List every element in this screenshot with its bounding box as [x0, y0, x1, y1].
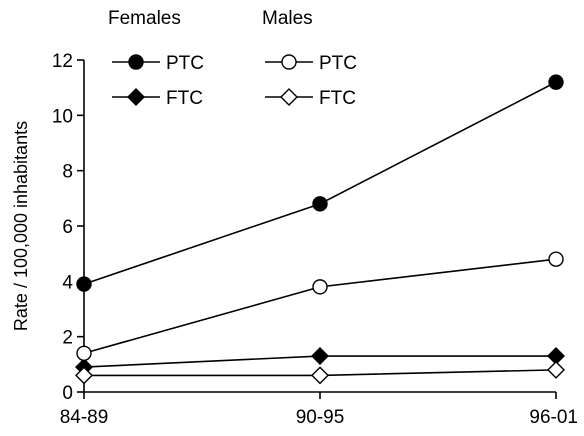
series-layer [75, 74, 565, 385]
point-females-ptc-90-95 [312, 196, 328, 212]
legend-marker-males-ptc [281, 54, 297, 70]
legend-marker-females-ptc [128, 54, 144, 70]
point-males-ftc-84-89 [75, 366, 93, 385]
point-males-ptc-96-01 [548, 251, 564, 267]
legend-item-males-ptc: PTC [265, 53, 357, 74]
legend-label-females-ftc: FTC [166, 88, 203, 109]
x-tick-label: 96-01 [529, 407, 578, 428]
legend-label-females-ptc: PTC [166, 53, 204, 74]
y-tick-label: 10 [52, 106, 73, 127]
legend-label-males-ftc: FTC [319, 88, 356, 109]
x-tick-label: 90-95 [296, 407, 345, 428]
legend-group-males: Males [262, 8, 313, 29]
legend-label-males-ptc: PTC [319, 53, 357, 74]
legend-item-males-ftc: FTC [265, 88, 356, 109]
point-females-ptc-84-89 [76, 276, 92, 292]
legend-item-females-ptc: PTC [112, 53, 204, 74]
legend-item-females-ftc: FTC [112, 88, 203, 109]
point-males-ftc-96-01 [547, 360, 565, 379]
axes: 0 2 4 6 8 10 12 84-89 90-95 96-01 [52, 51, 578, 428]
legend: Females Males PTC FTC PTC FTC [108, 8, 357, 109]
x-tick-label: 84-89 [60, 407, 109, 428]
y-tick-label: 4 [62, 272, 73, 293]
legend-marker-males-ftc [280, 88, 298, 106]
y-tick-label: 8 [62, 162, 73, 183]
legend-group-females: Females [108, 8, 181, 29]
point-females-ptc-96-01 [548, 74, 564, 90]
y-tick-label: 12 [52, 51, 73, 72]
point-males-ptc-90-95 [312, 279, 328, 295]
y-tick-label: 6 [62, 217, 73, 238]
y-tick-label: 2 [62, 328, 73, 349]
series-line-females-ptc [83, 81, 557, 285]
y-axis-title: Rate / 100,000 inhabitants [11, 121, 31, 331]
point-males-ftc-90-95 [311, 366, 329, 385]
legend-marker-females-ftc [127, 88, 145, 106]
series-line-males-ptc [83, 258, 557, 355]
point-males-ptc-84-89 [76, 345, 92, 361]
point-females-ftc-90-95 [311, 347, 329, 366]
y-tick-label: 0 [62, 383, 73, 404]
